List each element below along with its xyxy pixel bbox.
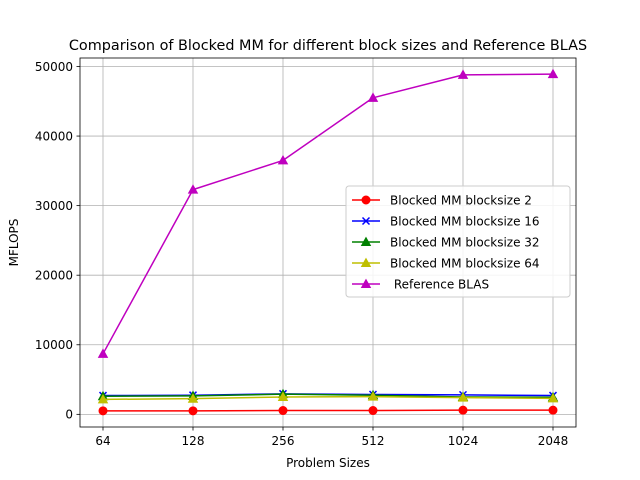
data-point: [98, 406, 108, 416]
x-tick-label: 2048: [538, 434, 569, 448]
data-point: [188, 406, 198, 416]
data-point: [367, 391, 379, 401]
plot-area-frame: [79, 57, 577, 428]
series-4: [97, 391, 559, 404]
series-line: [102, 73, 554, 355]
data-point: [97, 348, 109, 358]
legend-marker: [361, 195, 371, 205]
legend-label: Blocked MM blocksize 2: [390, 193, 532, 207]
y-tick-label: 30000: [35, 199, 73, 213]
x-tick-label: 256: [272, 434, 295, 448]
legend-label: Blocked MM blocksize 32: [390, 235, 540, 249]
y-axis-label: MFLOPS: [7, 219, 21, 267]
x-tick-label: 512: [362, 434, 385, 448]
data-point: [547, 68, 559, 79]
data-point: [97, 393, 109, 404]
data-point: [187, 393, 199, 403]
legend-marker: [361, 216, 371, 226]
data-point: [367, 92, 379, 102]
data-point: [277, 154, 289, 165]
series-group: [97, 68, 559, 416]
legend-label: Blocked MM blocksize 64: [390, 256, 540, 270]
x-tick-label: 64: [95, 434, 110, 448]
series-line: [102, 395, 554, 401]
x-tick-label: 1024: [448, 434, 479, 448]
series-5: [97, 68, 559, 358]
legend-marker: [360, 278, 372, 289]
y-tick-label: 20000: [35, 268, 73, 282]
data-point: [457, 69, 469, 79]
data-point: [277, 391, 289, 401]
series-line: [103, 409, 553, 412]
legend-item: Reference BLAS: [352, 277, 489, 291]
data-point: [548, 405, 558, 415]
data-point: [278, 406, 288, 416]
legend-marker: [360, 236, 372, 247]
legend-label: Reference BLAS: [390, 277, 489, 291]
y-tick-label: 10000: [35, 338, 73, 352]
series-1: [98, 405, 558, 416]
y-tick-label: 50000: [35, 60, 73, 74]
legend-box: [345, 185, 571, 298]
x-tick-label: 128: [182, 434, 205, 448]
legend-label: Blocked MM blocksize 16: [390, 214, 540, 228]
chart-title: Comparison of Blocked MM for different b…: [69, 38, 587, 54]
data-point: [458, 405, 468, 415]
x-axis-label: Problem Sizes: [286, 456, 370, 470]
data-point: [547, 392, 559, 403]
legend: Blocked MM blocksize 2 Blocked MM blocksi…: [345, 185, 571, 298]
legend-marker: [360, 257, 372, 268]
data-point: [368, 406, 378, 416]
data-point: [457, 392, 469, 402]
data-point: [187, 184, 199, 194]
legend-item: Blocked MM blocksize 32: [352, 235, 540, 249]
axis-ticks: 64 128 256 512 1024 2048 0 10000 20000 30000 40000…: [35, 60, 568, 448]
legend-item: Blocked MM blocksize 64: [352, 256, 540, 270]
y-tick-label: 0: [65, 408, 73, 422]
legend-item: Blocked MM blocksize 16: [352, 214, 540, 228]
y-tick-label: 40000: [35, 129, 73, 143]
legend-item: Blocked MM blocksize 2: [352, 193, 532, 207]
